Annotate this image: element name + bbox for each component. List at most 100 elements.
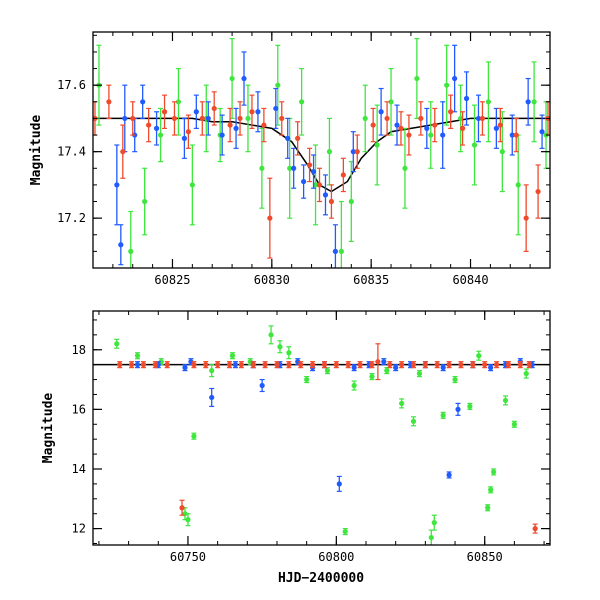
- bottom-point-red: [387, 362, 393, 368]
- top-point-red: [237, 115, 243, 122]
- bottom-point-blue: [182, 365, 188, 371]
- bottom-point-red: [226, 362, 233, 368]
- top-point-blue: [525, 99, 531, 105]
- bottom-point-green: [209, 368, 215, 374]
- bottom-point-red: [375, 359, 381, 365]
- bottom-point-green: [511, 421, 517, 427]
- top-point-blue: [181, 135, 187, 141]
- top-point-red: [279, 115, 285, 122]
- top-point-blue: [350, 149, 356, 155]
- top-point-red: [513, 132, 519, 138]
- top-point-red: [306, 162, 313, 168]
- bottom-y-tick-label: 18: [72, 343, 86, 357]
- top-point-green: [414, 75, 420, 82]
- bottom-point-blue: [336, 481, 342, 487]
- bottom-x-tick-label: 60750: [170, 550, 206, 564]
- top-tick-labels: 60825 60830 60835 60840 17.2 17.4 17.6: [57, 78, 488, 287]
- bottom-point-red: [262, 362, 268, 368]
- bottom-point-green: [452, 376, 458, 383]
- bottom-point-blue: [134, 362, 141, 368]
- bottom-point-red: [215, 362, 221, 368]
- top-point-red: [398, 125, 404, 131]
- top-point-blue: [310, 169, 317, 175]
- bottom-point-red: [152, 362, 158, 368]
- bottom-point-red: [369, 362, 375, 368]
- top-point-red: [120, 149, 126, 155]
- bottom-y-tick-label: 14: [72, 462, 86, 476]
- top-point-blue: [291, 165, 297, 171]
- top-y-tick-label: 17.2: [57, 211, 86, 225]
- top-plot-frame: [92, 31, 551, 269]
- bottom-point-red: [191, 362, 197, 368]
- top-point-blue: [301, 178, 307, 185]
- bottom-x-axis-label: HJD−2400000: [278, 571, 364, 586]
- bottom-x-tick-label: 60800: [318, 550, 354, 564]
- bottom-point-green: [369, 373, 375, 380]
- top-point-blue: [122, 115, 128, 122]
- top-point-blue: [440, 132, 446, 138]
- bottom-point-red: [532, 526, 538, 532]
- top-point-red: [370, 122, 376, 128]
- bottom-point-blue: [381, 359, 387, 365]
- top-point-green: [388, 99, 394, 105]
- bottom-point-green: [399, 400, 405, 407]
- bottom-point-green: [191, 433, 197, 439]
- bottom-point-green: [342, 528, 348, 535]
- bottom-point-red: [117, 362, 123, 368]
- bottom-point-green: [229, 353, 236, 359]
- bottom-point-red: [203, 362, 209, 368]
- top-y-tick-label: 17.4: [57, 145, 86, 159]
- top-point-green: [374, 142, 380, 148]
- bottom-point-green: [134, 353, 141, 359]
- top-point-blue: [219, 132, 225, 138]
- bottom-point-green: [488, 487, 494, 493]
- top-point-green: [444, 82, 450, 88]
- top-point-green: [299, 99, 305, 105]
- top-point-green: [338, 248, 344, 254]
- bottom-point-red: [333, 362, 339, 368]
- top-point-blue: [233, 125, 239, 131]
- top-point-green: [259, 165, 265, 171]
- top-point-blue: [539, 129, 545, 135]
- bottom-point-green: [324, 368, 331, 374]
- top-point-red: [185, 129, 191, 135]
- bottom-plot-frame: [92, 310, 551, 546]
- top-point-red: [261, 122, 267, 128]
- bottom-y-tick-label: 16: [72, 402, 86, 416]
- top-plot-data: [93, 38, 550, 268]
- bottom-point-green: [304, 376, 310, 383]
- bottom-point-blue: [209, 394, 215, 401]
- top-point-green: [515, 182, 521, 188]
- bottom-point-green: [440, 412, 446, 418]
- top-point-green: [457, 115, 464, 122]
- bottom-point-red: [434, 362, 440, 368]
- bottom-point-red: [274, 362, 280, 368]
- top-point-red: [161, 109, 168, 115]
- top-point-green: [402, 165, 408, 171]
- top-point-green: [229, 75, 235, 82]
- bottom-point-green: [286, 350, 292, 356]
- bottom-point-red: [446, 362, 452, 368]
- bottom-point-red: [357, 362, 363, 368]
- top-y-tick-label: 17.6: [57, 78, 86, 92]
- bottom-point-blue: [488, 365, 494, 371]
- top-point-green: [157, 132, 164, 138]
- top-point-red: [354, 149, 360, 155]
- top-point-blue: [205, 115, 211, 122]
- bottom-point-red: [238, 362, 244, 368]
- top-point-green: [275, 82, 281, 88]
- bottom-point-red: [526, 362, 532, 368]
- top-panel: 60825 60830 60835 60840 17.2 17.4 17.6 Magnitu…: [29, 31, 551, 287]
- top-point-blue: [452, 75, 458, 82]
- top-point-blue: [273, 105, 279, 112]
- bottom-point-red: [470, 362, 476, 368]
- bottom-point-red: [410, 362, 417, 368]
- top-point-red: [384, 115, 390, 122]
- top-point-red: [267, 215, 273, 221]
- bottom-point-green: [467, 403, 473, 409]
- top-point-blue: [475, 115, 482, 122]
- bottom-point-blue: [351, 365, 357, 371]
- bottom-series-red: [117, 343, 538, 534]
- top-point-red: [106, 99, 112, 105]
- bottom-point-red: [422, 362, 428, 368]
